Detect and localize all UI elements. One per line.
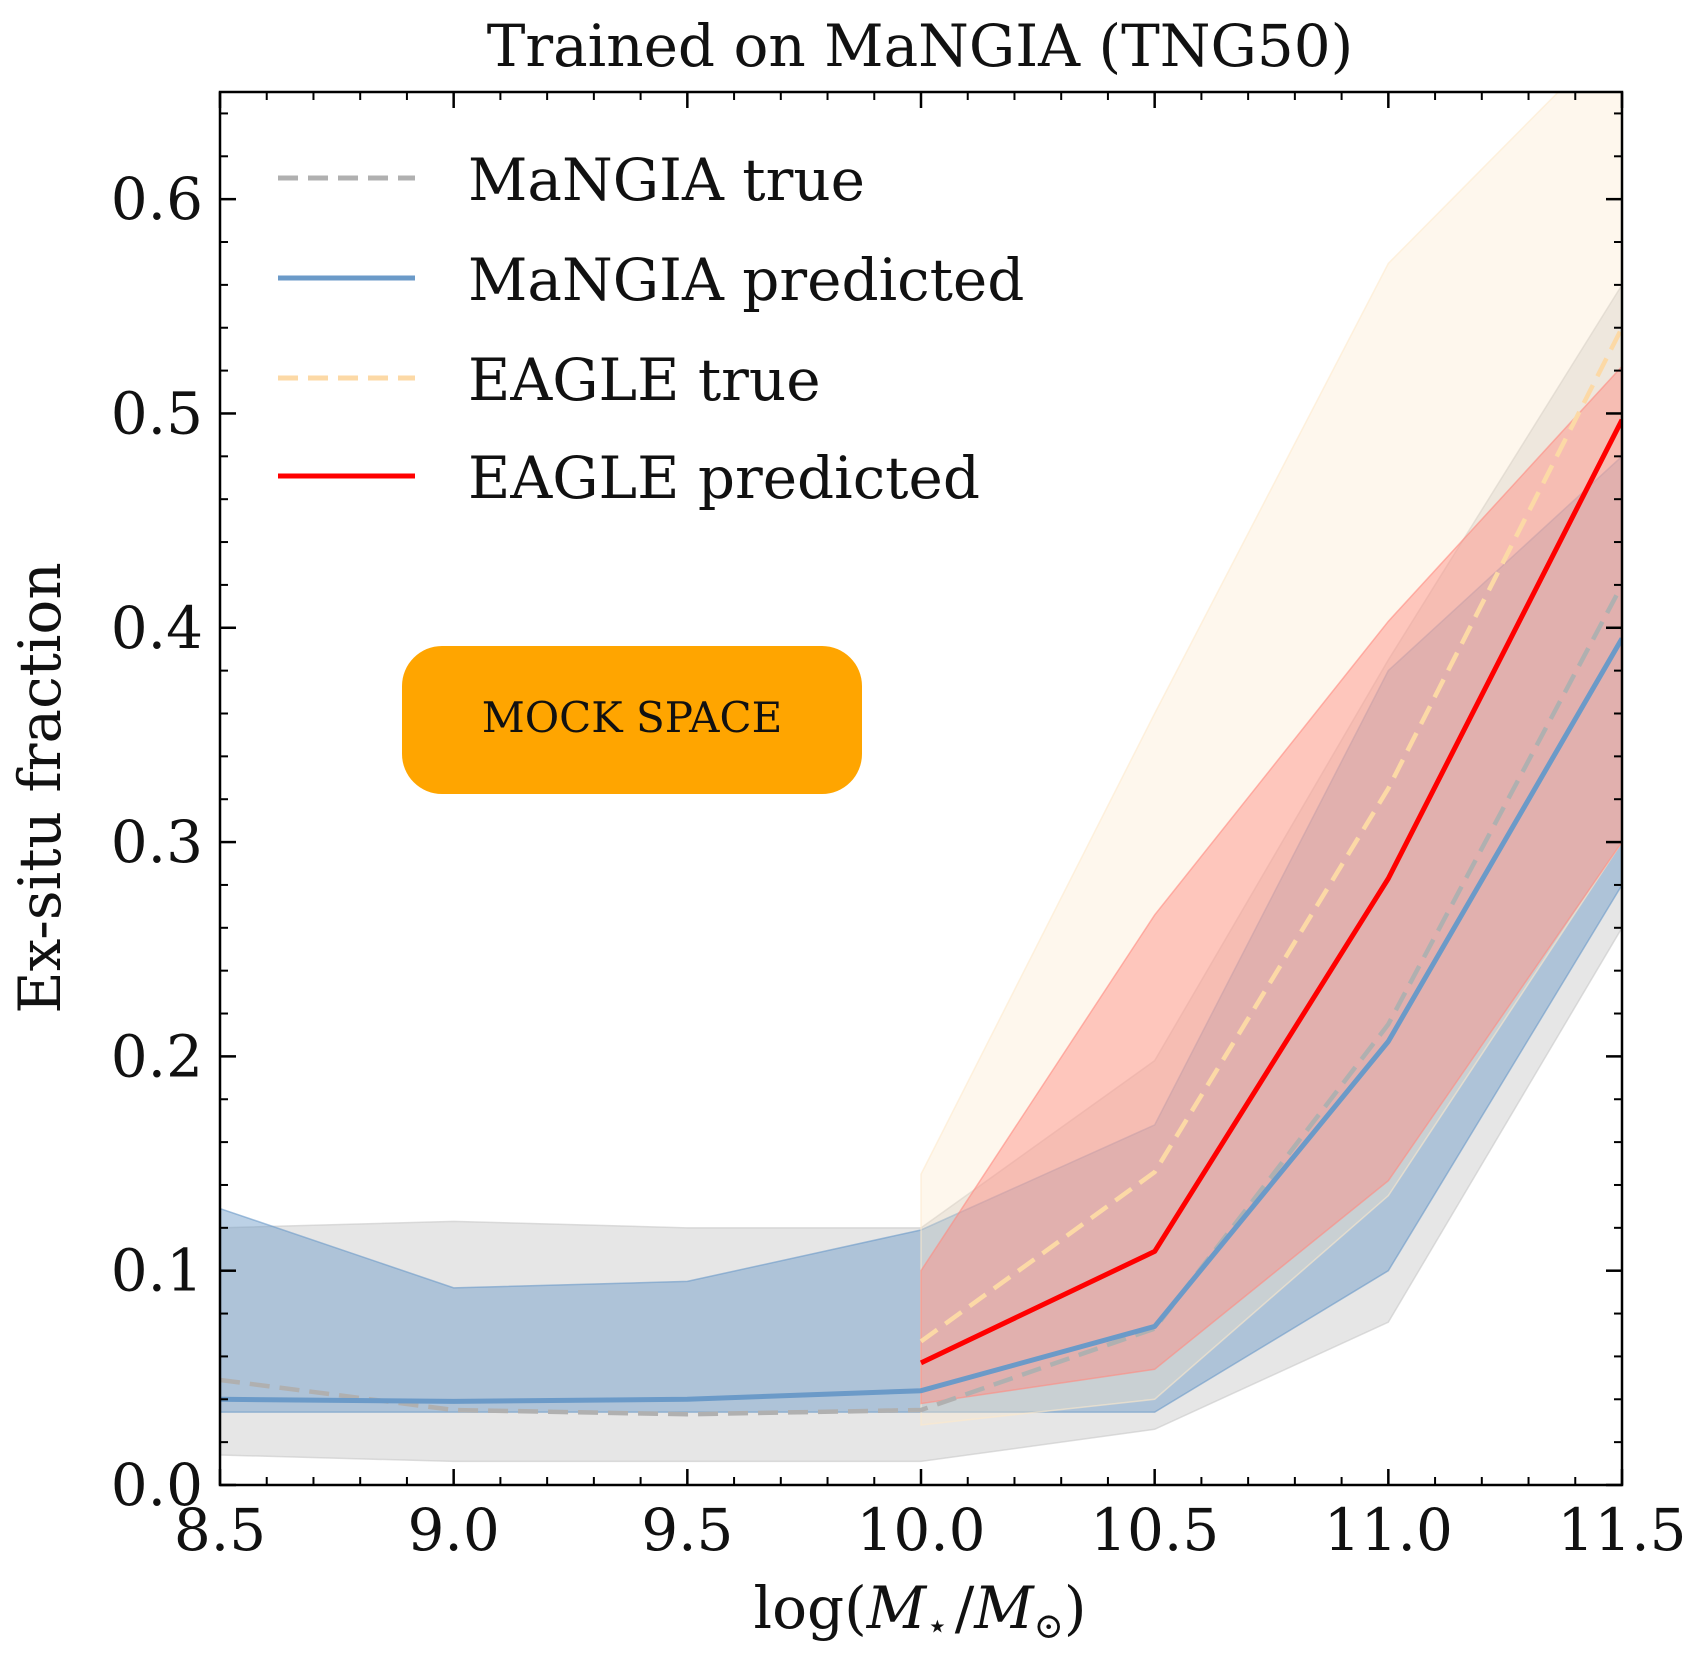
y-axis-label: Ex-situ fraction	[6, 562, 74, 1013]
mangia-predicted-line	[220, 637, 1622, 1404]
x-axis-label: log(M⋆/M⊙)	[754, 1574, 1087, 1647]
eagle-true-line	[919, 326, 1622, 1344]
legend: MaNGIA true MaNGIA predicted EAGLE true …	[278, 146, 1024, 512]
y-tick-label: 0.1	[111, 1237, 203, 1305]
eagle-predicted-band	[920, 365, 1622, 1405]
y-tick-label: 0.2	[111, 1022, 203, 1090]
x-tick-label: 11.5	[1557, 1496, 1686, 1564]
x-tick-label: 9.5	[641, 1496, 733, 1564]
mock-space-badge-box	[402, 646, 862, 794]
y-tick-label: 0.6	[111, 165, 203, 233]
eagle-predicted-line	[919, 418, 1622, 1366]
x-tick-label: 10.0	[856, 1496, 985, 1564]
eagle-true-band	[920, 92, 1622, 1426]
y-tick-labels: 0.0 0.1 0.2 0.3 0.4 0.5 0.6	[111, 165, 203, 1519]
mock-space-label: MOCK SPACE	[482, 693, 783, 742]
legend-label-eagle-predicted: EAGLE predicted	[468, 444, 980, 512]
y-tick-label: 0.5	[111, 379, 203, 447]
legend-label-mangia-true: MaNGIA true	[468, 146, 865, 214]
x-tick-label: 11.0	[1324, 1496, 1453, 1564]
y-tick-label: 0.3	[111, 808, 203, 876]
axis-ticks	[218, 92, 1624, 1487]
series-lines	[220, 326, 1622, 1417]
chart-title: Trained on MaNGIA (TNG50)	[487, 12, 1354, 80]
x-tick-label: 10.5	[1090, 1496, 1219, 1564]
mangia-true-line	[220, 583, 1622, 1417]
y-tick-label: 0.4	[111, 594, 203, 662]
x-tick-label: 9.0	[408, 1496, 500, 1564]
mock-space-badge: MOCK SPACE	[402, 646, 862, 794]
legend-label-mangia-predicted: MaNGIA predicted	[468, 246, 1024, 314]
x-tick-labels: 8.5 9.0 9.5 10.0 10.5 11.0 11.5	[174, 1496, 1687, 1564]
mangia-true-band	[220, 283, 1622, 1463]
x-tick-label: 8.5	[174, 1496, 266, 1564]
legend-label-eagle-true: EAGLE true	[468, 346, 821, 414]
y-tick-label: 0.0	[111, 1451, 203, 1519]
